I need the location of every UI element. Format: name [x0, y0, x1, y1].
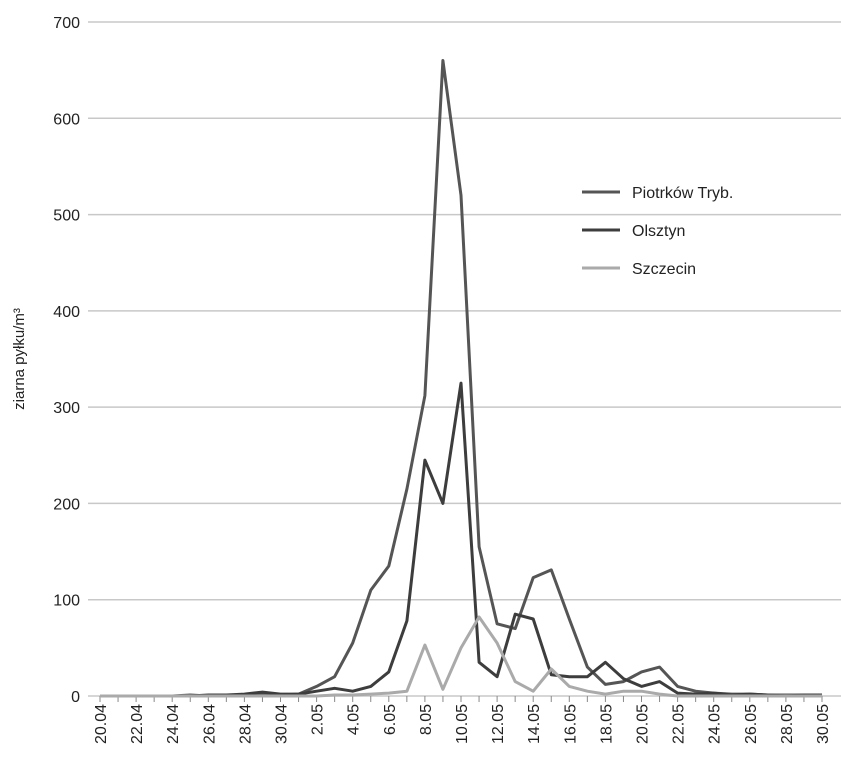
y-tick-label: 600	[53, 111, 80, 128]
y-axis-label: ziarna pyłku/m³	[11, 308, 28, 410]
x-tick-label: 18.05	[598, 704, 615, 744]
x-tick-label: 28.04	[237, 704, 254, 744]
series-line	[100, 59, 823, 698]
y-tick-label: 100	[53, 593, 80, 610]
x-tick-label: 24.05	[707, 704, 724, 744]
y-tick-label: 0	[71, 689, 80, 706]
x-tick-label: 16.05	[562, 704, 579, 744]
x-tick-label: 20.04	[93, 704, 110, 744]
x-tick-label: 4.05	[346, 704, 363, 735]
x-tick-label: 2.05	[310, 704, 327, 735]
legend-label: Olsztyn	[632, 223, 685, 240]
x-tick-label: 28.05	[779, 704, 796, 744]
y-tick-label: 300	[53, 400, 80, 417]
x-tick-label: 22.04	[129, 704, 146, 744]
x-tick-label: 6.05	[382, 704, 399, 735]
x-tick-label: 24.04	[165, 704, 182, 744]
x-tick-label: 10.05	[454, 704, 471, 744]
x-tick-label: 20.05	[635, 704, 652, 744]
x-tick-label: 30.05	[815, 704, 832, 744]
legend-label: Piotrków Tryb.	[632, 185, 733, 202]
x-tick-label: 26.04	[201, 704, 218, 744]
y-tick-label: 700	[53, 15, 80, 32]
legend-label: Szczecin	[632, 261, 696, 278]
y-tick-label: 400	[53, 304, 80, 321]
x-tick-label: 22.05	[671, 704, 688, 744]
x-tick-label: 12.05	[490, 704, 507, 744]
x-tick-label: 8.05	[418, 704, 435, 735]
y-tick-label: 500	[53, 208, 80, 225]
series-line	[100, 615, 822, 698]
x-tick-label: 30.04	[274, 704, 291, 744]
y-tick-label: 200	[53, 496, 80, 513]
x-tick-label: 26.05	[743, 704, 760, 744]
x-tick-label: 14.05	[526, 704, 543, 744]
